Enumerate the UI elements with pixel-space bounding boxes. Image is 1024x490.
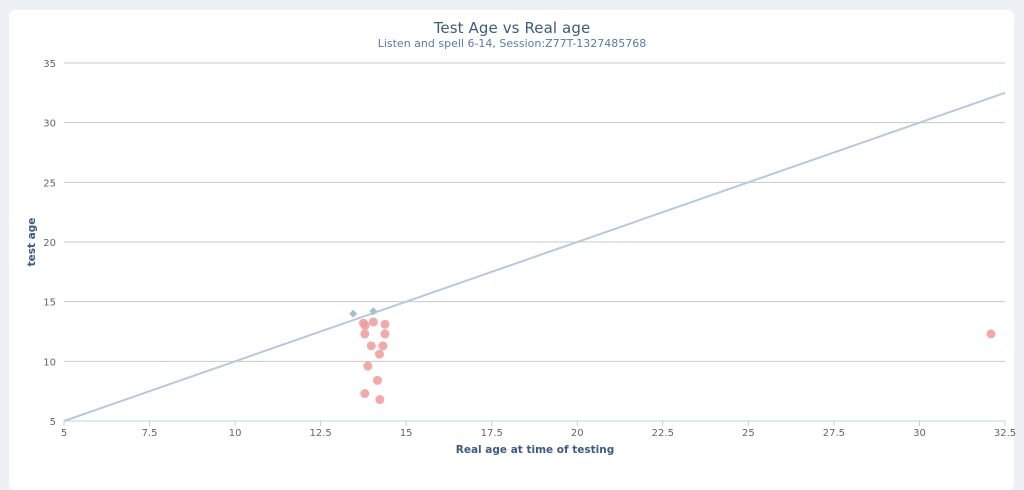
y-tick-label: 20 [43, 238, 56, 249]
y-tick-label: 25 [43, 178, 56, 189]
x-tick-label: 27.5 [823, 428, 845, 439]
plot-area: 35 30 25 20 15 10 5 5 7.5 10 12.5 15 17.5 20 22.5 25 27… [26, 59, 1016, 456]
circle-marker[interactable] [375, 395, 385, 405]
circle-marker[interactable] [360, 389, 370, 399]
y-axis-title: test age [26, 218, 38, 267]
x-tick-label: 15 [400, 428, 413, 439]
x-tick-label: 7.5 [142, 428, 158, 439]
circle-marker[interactable] [360, 321, 370, 331]
x-tick-label: 25 [742, 428, 755, 439]
x-tick-label: 30 [913, 428, 926, 439]
x-tick-label: 20 [571, 428, 584, 439]
reference-line [63, 91, 1006, 422]
x-axis-title: Real age at time of testing [456, 444, 614, 456]
x-tick-label: 12.5 [310, 428, 332, 439]
grid-lines [64, 62, 1005, 362]
y-axis-ticks: 35 30 25 20 15 10 5 [43, 59, 56, 428]
y-tick-label: 35 [43, 59, 56, 70]
circle-marker[interactable] [368, 317, 378, 327]
circle-marker[interactable] [360, 329, 370, 339]
diamond-marker[interactable] [369, 307, 378, 316]
circle-marker[interactable] [986, 329, 996, 339]
diamond-marker[interactable] [349, 309, 358, 318]
data-points [349, 307, 996, 405]
y-tick-label: 15 [43, 298, 56, 309]
chart-subtitle: Listen and spell 6-14, Session:Z77T-1327… [377, 37, 647, 50]
x-axis-ticks: 5 7.5 10 12.5 15 17.5 20 22.5 25 27.5 30 32.5 [61, 421, 1016, 439]
x-tick-label: 22.5 [652, 428, 674, 439]
circle-marker[interactable] [378, 341, 388, 351]
chart-card [9, 10, 1014, 490]
chart-title: Test Age vs Real age [433, 19, 591, 37]
y-tick-label: 30 [43, 119, 56, 130]
x-tick-label: 10 [229, 428, 242, 439]
x-tick-label: 17.5 [481, 428, 503, 439]
x-tick-label: 32.5 [994, 428, 1016, 439]
x-tick-label: 5 [61, 428, 67, 439]
circle-marker[interactable] [366, 341, 376, 351]
circle-marker[interactable] [363, 361, 373, 371]
y-tick-label: 5 [50, 417, 56, 428]
circle-marker[interactable] [374, 349, 384, 359]
y-tick-label: 10 [43, 357, 56, 368]
circle-marker[interactable] [372, 375, 382, 385]
circle-marker[interactable] [380, 319, 390, 329]
circle-marker[interactable] [380, 329, 390, 339]
